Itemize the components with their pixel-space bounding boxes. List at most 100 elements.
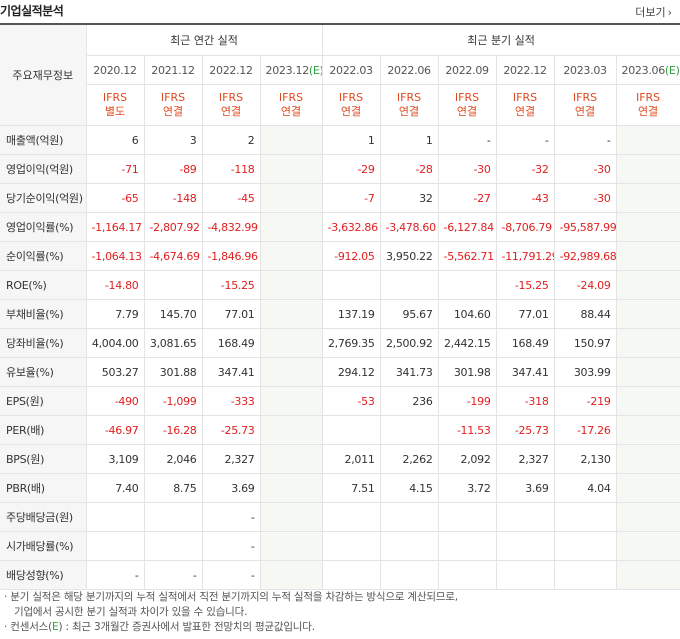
table-cell: 168.49 — [202, 328, 261, 358]
note-line: 기업에서 공시한 분기 실적과 차이가 있을 수 있습니다. — [14, 606, 248, 618]
table-cell: -1,846.96 — [202, 241, 261, 271]
table-cell: 95.67 — [380, 299, 439, 329]
estimate-suffix: (E) — [308, 63, 321, 77]
table-cell: -1,164.17 — [86, 212, 145, 242]
table-cell: -219 — [554, 386, 617, 416]
table-cell: -30 — [554, 154, 617, 184]
ifrs-standard: IFRS — [572, 91, 598, 104]
table-cell: 347.41 — [496, 357, 555, 387]
table-cell — [380, 270, 439, 300]
table-cell: -46.97 — [86, 415, 145, 445]
row-label: 순이익률(%) — [0, 241, 87, 271]
table-cell — [616, 473, 680, 503]
table-cell: -45 — [202, 183, 261, 213]
table-cell: - — [86, 560, 145, 590]
table-cell: -25.73 — [202, 415, 261, 445]
table-cell — [438, 270, 497, 300]
table-cell: -15.25 — [496, 270, 555, 300]
estimate-suffix: (E) — [664, 63, 680, 77]
table-cell: 2,092 — [438, 444, 497, 474]
table-cell: 8.75 — [144, 473, 203, 503]
table-cell: 2,011 — [322, 444, 381, 474]
table-row: EPS(원) -490 -1,099 -333 -53 236 -199 -318 -219 — [0, 386, 680, 416]
period-header: 2022.12 — [202, 55, 261, 85]
table-cell: - — [554, 125, 617, 155]
ifrs-header: IFRS 연결 — [260, 84, 323, 126]
table-cell — [260, 357, 323, 387]
table-cell: 503.27 — [86, 357, 145, 387]
period-label: 2021.12 — [151, 63, 195, 77]
table-cell — [86, 531, 145, 561]
table-cell — [616, 502, 680, 532]
table-cell: 3,081.65 — [144, 328, 203, 358]
ifrs-standard: IFRS — [160, 91, 186, 104]
table-cell: -30 — [438, 154, 497, 184]
section-title: 기업실적분석 — [0, 4, 64, 18]
table-row: 배당성향(%) - - - — [0, 560, 680, 590]
table-cell: - — [202, 502, 261, 532]
note-text: ) : 최근 3개월간 증권사에서 발표한 전망치의 평균값입니다. — [58, 621, 315, 633]
table-cell — [554, 502, 617, 532]
table-cell: -25.73 — [496, 415, 555, 445]
table-cell: 150.97 — [554, 328, 617, 358]
table-cell — [260, 473, 323, 503]
period-header: 2020.12 — [86, 55, 145, 85]
table-cell: -11,791.29 — [496, 241, 555, 271]
table-cell: 7.51 — [322, 473, 381, 503]
table-cell: -89 — [144, 154, 203, 184]
table-cell — [616, 241, 680, 271]
table-cell — [322, 415, 381, 445]
table-cell — [496, 531, 555, 561]
table-cell — [438, 560, 497, 590]
ifrs-header: IFRS 연결 — [380, 84, 439, 126]
table-cell: -4,832.99 — [202, 212, 261, 242]
table-cell: 145.70 — [144, 299, 203, 329]
table-cell: 301.88 — [144, 357, 203, 387]
table-cell: 168.49 — [496, 328, 555, 358]
table-cell — [616, 560, 680, 590]
ifrs-standard: IFRS — [635, 91, 661, 104]
row-label: EPS(원) — [0, 386, 87, 416]
period-label: 2022.09 — [445, 63, 489, 77]
table-cell: 294.12 — [322, 357, 381, 387]
table-cell — [380, 560, 439, 590]
ifrs-scope: 연결 — [398, 105, 420, 118]
table-cell — [260, 270, 323, 300]
period-label: 2022.12 — [503, 63, 547, 77]
table-cell: -30 — [554, 183, 617, 213]
row-label: 영업이익률(%) — [0, 212, 87, 242]
table-cell: -118 — [202, 154, 261, 184]
more-link[interactable]: 더보기 › — [635, 4, 672, 20]
table-cell: 4.15 — [380, 473, 439, 503]
note-line: · 컨센서스(E) : 최근 3개월간 증권사에서 발표한 전망치의 평균값입니… — [4, 620, 458, 635]
table-cell: -3,632.86 — [322, 212, 381, 242]
table-cell — [322, 531, 381, 561]
ifrs-standard: IFRS — [102, 91, 128, 104]
table-cell: 4,004.00 — [86, 328, 145, 358]
table-cell — [260, 444, 323, 474]
ifrs-scope: 연결 — [456, 105, 478, 118]
table-cell — [616, 299, 680, 329]
ifrs-scope: 연결 — [340, 105, 362, 118]
table-cell — [616, 125, 680, 155]
table-cell — [144, 531, 203, 561]
table-cell: -5,562.71 — [438, 241, 497, 271]
table-cell — [144, 502, 203, 532]
row-label: 주당배당금(원) — [0, 502, 87, 532]
table-cell: 1 — [322, 125, 381, 155]
table-cell — [322, 502, 381, 532]
table-cell: 3.72 — [438, 473, 497, 503]
period-label: 2023.06 — [621, 63, 666, 77]
ifrs-header: IFRS 연결 — [202, 84, 261, 126]
row-label: 매출액(억원) — [0, 125, 87, 155]
notes: · 분기 실적은 해당 분기까지의 누적 실적에서 직전 분기까지의 누적 실적… — [4, 590, 458, 635]
table-cell: 2,262 — [380, 444, 439, 474]
row-label: BPS(원) — [0, 444, 87, 474]
period-header: 2022.12 — [496, 55, 555, 85]
table-cell: 2,130 — [554, 444, 617, 474]
table-cell — [260, 125, 323, 155]
period-header: 2022.09 — [438, 55, 497, 85]
period-label: 2023.12 — [265, 63, 310, 77]
table-cell: -15.25 — [202, 270, 261, 300]
table-cell — [322, 270, 381, 300]
